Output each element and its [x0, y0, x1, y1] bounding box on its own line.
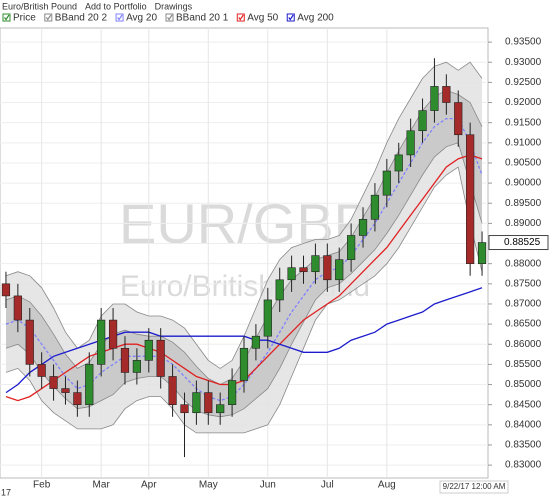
- y-tick-label: 0.85500: [505, 359, 542, 370]
- legend-checkbox[interactable]: [286, 13, 295, 22]
- candle-body: [323, 255, 332, 281]
- y-tick-label: 0.92500: [505, 77, 542, 88]
- candle-body: [382, 170, 391, 196]
- x-tick-label: Jun: [260, 480, 276, 491]
- candle-body: [204, 392, 213, 414]
- candle-body: [394, 154, 403, 172]
- candle-body: [275, 279, 284, 301]
- legend-entry[interactable]: BBand 20 1: [176, 13, 229, 24]
- x-tick-label: Jul: [321, 480, 334, 491]
- toolbar-item[interactable]: Add to Portfolio: [85, 1, 147, 11]
- candle-body: [168, 376, 177, 405]
- candle-body: [263, 299, 272, 337]
- legend-entry[interactable]: BBand 20 2: [55, 13, 108, 24]
- legend-check: [288, 14, 294, 21]
- year-label: 17: [1, 487, 11, 497]
- y-tick-label: 0.87000: [505, 299, 542, 310]
- candle-body: [1, 283, 11, 297]
- y-tick-label: 0.91500: [505, 117, 542, 128]
- candle-body: [477, 242, 487, 264]
- y-tick-label: 0.84000: [505, 419, 542, 430]
- y-tick-label: 0.86500: [505, 319, 542, 330]
- y-tick-label: 0.90500: [505, 158, 542, 169]
- candle-body: [442, 86, 451, 103]
- y-tick-label: 0.86000: [505, 339, 542, 350]
- bollinger-band-area: [6, 90, 482, 417]
- candle-body: [144, 339, 153, 361]
- x-tick-label: Aug: [378, 480, 396, 491]
- legend-checkbox[interactable]: [2, 13, 11, 22]
- candle-body: [430, 86, 439, 111]
- legend-check: [167, 14, 173, 21]
- y-tick-label: 0.93000: [505, 57, 542, 68]
- y-tick-label: 0.93500: [505, 37, 542, 48]
- candle-body: [108, 319, 118, 349]
- candle-body: [239, 347, 249, 381]
- bollinger-band-lower: [5, 142, 483, 418]
- x-tick-label: Feb: [33, 480, 51, 491]
- y-tick-label: 0.88000: [505, 258, 542, 269]
- bollinger-band-lower: [5, 166, 483, 434]
- candle-body: [120, 347, 130, 373]
- legend-entry[interactable]: Avg 20: [126, 13, 157, 24]
- date-label-box: [439, 480, 509, 494]
- y-tick-label: 0.89000: [505, 218, 542, 229]
- candle-body: [347, 235, 356, 260]
- y-tick-label: 0.85000: [505, 379, 542, 390]
- candle-body: [180, 404, 189, 414]
- legend-entry[interactable]: Avg 200: [297, 13, 334, 24]
- candle-body: [97, 319, 106, 365]
- legend-checkbox[interactable]: [165, 13, 174, 22]
- date-label: 9/22/17 12:00 AM: [443, 482, 506, 491]
- candle-body: [216, 404, 225, 414]
- candle-body: [73, 392, 82, 405]
- toolbar-item[interactable]: Drawings: [155, 1, 193, 11]
- legend-check: [117, 14, 123, 21]
- y-tick-label: 0.83000: [505, 460, 542, 471]
- legend-checkbox[interactable]: [115, 13, 124, 22]
- last-price-label: 0.88525: [504, 237, 541, 248]
- legend-checkbox[interactable]: [236, 13, 245, 22]
- candle-body: [311, 255, 320, 273]
- x-tick-label: May: [199, 480, 218, 491]
- candle-body: [156, 339, 165, 377]
- legend-check: [45, 14, 52, 21]
- legend-checkbox[interactable]: [44, 13, 53, 22]
- candle-body: [61, 388, 70, 393]
- y-tick-label: 0.83500: [505, 440, 542, 451]
- candle-body: [466, 134, 475, 264]
- candle-body: [192, 392, 201, 414]
- candle-body: [85, 364, 94, 405]
- x-tick-label: Apr: [141, 480, 157, 491]
- candle-body: [132, 360, 141, 373]
- toolbar-item: Euro/British Pound: [2, 1, 77, 11]
- legend-check: [238, 14, 244, 21]
- candle-body: [299, 267, 308, 273]
- candle-body: [37, 364, 46, 377]
- candle-body: [335, 259, 344, 281]
- y-tick-label: 0.84500: [505, 399, 542, 410]
- last-price-box: [488, 235, 549, 251]
- candle-body: [358, 219, 368, 236]
- candle-body: [406, 130, 415, 156]
- candle-body: [25, 319, 34, 365]
- y-tick-label: 0.87500: [505, 278, 542, 289]
- legend-entry[interactable]: Avg 50: [247, 13, 278, 24]
- y-tick-label: 0.91000: [505, 137, 542, 148]
- x-tick-label: Mar: [93, 480, 111, 491]
- candle-body: [287, 267, 296, 281]
- candle-body: [454, 102, 463, 136]
- candle-body: [227, 380, 237, 405]
- candle-body: [251, 335, 261, 349]
- legend-entry[interactable]: Price: [13, 13, 36, 24]
- candle-body: [418, 110, 427, 132]
- y-tick-label: 0.92000: [505, 97, 542, 108]
- y-tick-label: 0.90000: [505, 178, 542, 189]
- candle-body: [49, 376, 58, 389]
- candle-body: [370, 194, 380, 220]
- candle-body: [13, 295, 22, 321]
- legend-check: [4, 14, 10, 21]
- y-tick-label: 0.89500: [505, 198, 542, 209]
